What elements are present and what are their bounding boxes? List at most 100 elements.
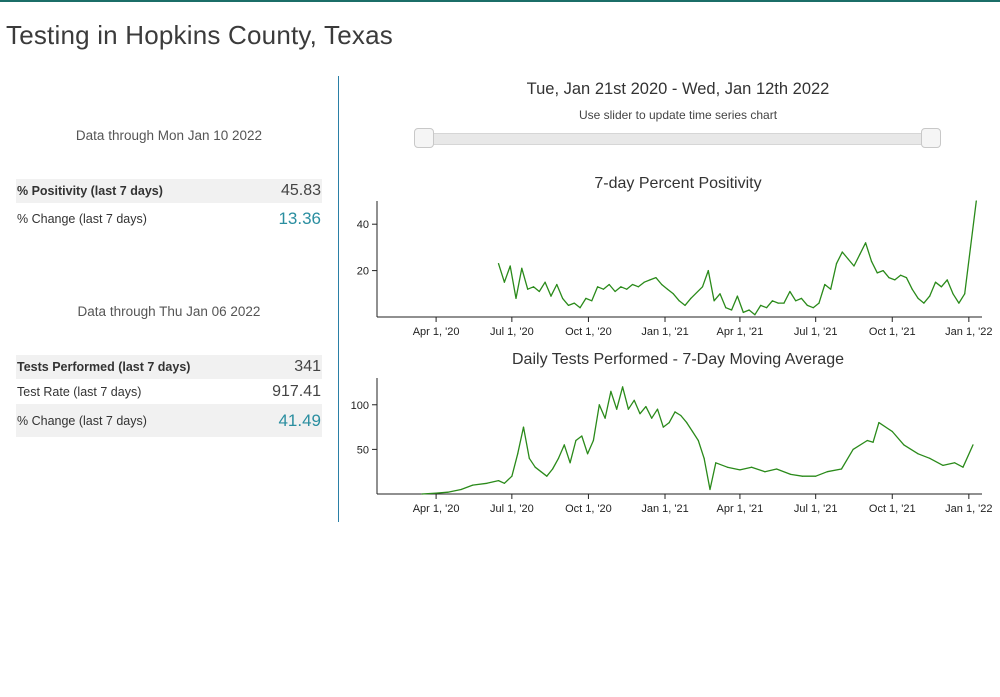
stat-label: % Change (last 7 days)	[17, 413, 147, 428]
stat-label: % Change (last 7 days)	[17, 212, 147, 226]
slider-hint: Use slider to update time series chart	[578, 108, 778, 122]
data-point	[557, 457, 560, 459]
series-line	[421, 386, 974, 495]
data-point	[771, 300, 773, 302]
data-point	[598, 404, 600, 406]
data-point	[460, 488, 462, 491]
stat-label: Test Rate (last 7 days)	[17, 385, 142, 399]
data-point	[703, 457, 705, 459]
data-point	[975, 200, 977, 202]
x-tick-label: Apr 1, '20	[413, 326, 460, 338]
data-point	[707, 270, 709, 272]
data-point	[709, 488, 711, 491]
x-tick-label: Oct 1, '20	[565, 503, 612, 515]
stat-label: % Positivity (last 7 days)	[17, 184, 163, 198]
data-point	[715, 462, 717, 464]
x-tick-label: Jul 1, '21	[794, 503, 838, 515]
data-point	[631, 283, 634, 286]
positivity-chart: 20 40 Apr 1, '20 Jul 1, '20 Oct 1, '20 Jan 1,…	[357, 200, 993, 338]
data-point	[790, 473, 792, 475]
y-tick-label: 20	[357, 266, 369, 278]
data-point	[567, 304, 570, 306]
data-point	[620, 286, 622, 288]
data-point	[556, 283, 558, 286]
data-point	[840, 468, 843, 470]
data-point	[903, 444, 905, 446]
data-point	[546, 475, 548, 477]
time-range-slider[interactable]	[416, 133, 938, 145]
data-point	[972, 444, 974, 446]
y-tick-label: 40	[357, 219, 369, 231]
data-point	[726, 466, 728, 468]
data-point	[656, 408, 659, 410]
data-point	[690, 297, 692, 299]
stat-row-positivity: % Positivity (last 7 days) 45.83	[16, 179, 322, 203]
data-point	[789, 290, 791, 293]
data-point	[509, 265, 511, 267]
data-point	[958, 302, 960, 304]
data-point	[830, 288, 832, 290]
data-point	[655, 277, 657, 279]
data-point	[497, 263, 500, 265]
data-point	[661, 283, 663, 286]
data-point	[783, 302, 785, 304]
stat-row-tests-change: % Change (last 7 days) 41.49	[16, 404, 322, 437]
slider-end-handle[interactable]	[921, 128, 941, 148]
data-point	[602, 288, 604, 290]
data-point	[643, 281, 645, 283]
data-point	[639, 413, 641, 415]
data-point	[517, 453, 519, 455]
data-point	[581, 435, 583, 437]
positivity-chart-title: 7-day Percent Positivity	[594, 175, 762, 192]
data-point	[865, 242, 867, 244]
data-point	[713, 300, 715, 302]
data-point	[751, 466, 753, 468]
data-point	[666, 288, 669, 290]
data-point	[872, 441, 874, 443]
data-point	[604, 417, 606, 419]
data-point	[952, 293, 954, 295]
data-point	[852, 448, 854, 450]
data-point	[447, 491, 449, 493]
data-point	[917, 297, 919, 299]
data-point	[684, 304, 686, 306]
data-point	[736, 295, 738, 297]
date-range-label: Tue, Jan 21st 2020 - Wed, Jan 12th 2022	[526, 80, 830, 98]
data-point	[579, 307, 581, 309]
y-tick-label: 100	[351, 400, 369, 412]
data-point	[527, 288, 529, 290]
x-tick-label: Jan 1, '22	[945, 326, 992, 338]
data-point	[592, 439, 594, 442]
slider-start-handle[interactable]	[414, 128, 434, 148]
data-point	[651, 417, 653, 419]
panel-divider	[338, 76, 339, 522]
data-point	[841, 251, 843, 253]
data-point	[876, 272, 878, 274]
data-point	[421, 493, 423, 495]
data-point	[742, 311, 744, 313]
x-tick-label: Apr 1, '21	[717, 326, 764, 338]
page-title: Testing in Hopkins County, Texas	[6, 20, 393, 50]
data-point	[550, 295, 552, 297]
data-point	[777, 302, 779, 304]
data-point	[532, 286, 535, 288]
x-tick-label: Oct 1, '21	[869, 503, 916, 515]
data-point	[637, 286, 639, 288]
data-point	[486, 482, 488, 484]
data-point	[563, 444, 565, 446]
data-point	[911, 288, 913, 290]
data-point	[969, 246, 972, 248]
data-point	[815, 475, 817, 477]
data-point	[686, 422, 688, 424]
x-tick-label: Jul 1, '21	[794, 326, 838, 338]
stat-value: 13.36	[278, 209, 321, 228]
data-point	[905, 277, 908, 279]
data-point	[824, 283, 826, 286]
data-point	[587, 453, 589, 455]
data-point	[472, 484, 474, 486]
data-point	[900, 274, 902, 276]
x-tick-label: Oct 1, '21	[869, 326, 916, 338]
stat-row-positivity-change: % Change (last 7 days) 13.36	[16, 207, 322, 231]
data-point	[954, 462, 956, 464]
data-point	[878, 422, 880, 424]
